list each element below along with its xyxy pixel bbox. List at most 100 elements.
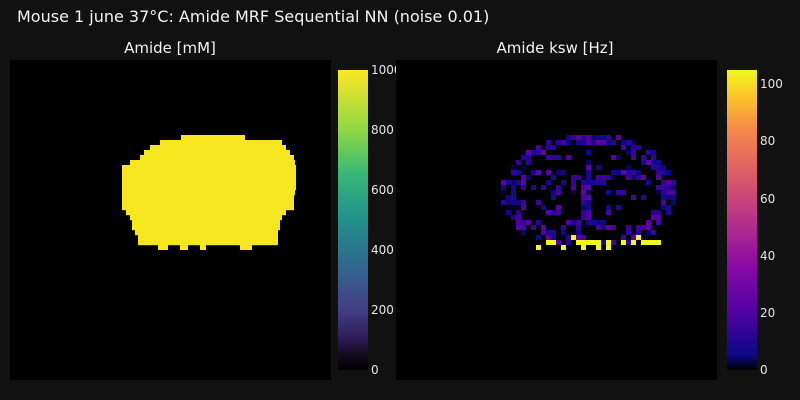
ksw-cell <box>586 175 591 180</box>
ksw-cell <box>606 210 611 215</box>
ksw-hot-cell <box>656 240 661 245</box>
ksw-cell <box>626 140 631 145</box>
ksw-cell <box>631 150 636 155</box>
ksw-cell <box>511 170 516 175</box>
amide-mask-row <box>132 220 280 226</box>
ksw-cell <box>626 170 631 175</box>
ksw-cell <box>631 140 636 145</box>
ksw-cell <box>511 215 516 220</box>
ksw-cell <box>576 220 581 225</box>
ksw-cell <box>581 135 586 140</box>
ksw-cell <box>666 185 671 190</box>
ksw-cell <box>526 160 531 165</box>
figure-title: Mouse 1 june 37°C: Amide MRF Sequential … <box>17 7 490 26</box>
ksw-cell <box>586 220 591 225</box>
ksw-cell <box>656 175 661 180</box>
ksw-cell <box>581 205 586 210</box>
ksw-cell <box>666 190 671 195</box>
amide-concentration-colorbar-tick: 200 <box>371 303 394 317</box>
ksw-cell <box>571 180 576 185</box>
ksw-cell <box>536 220 541 225</box>
ksw-cell <box>631 235 636 240</box>
ksw-cell <box>541 150 546 155</box>
ksw-cell <box>586 200 591 205</box>
ksw-cell <box>646 220 651 225</box>
ksw-cell <box>641 160 646 165</box>
ksw-cell <box>576 140 581 145</box>
ksw-cell <box>501 185 506 190</box>
ksw-cell <box>551 155 556 160</box>
ksw-cell <box>601 220 606 225</box>
ksw-cell <box>641 225 646 230</box>
ksw-cell <box>671 180 676 185</box>
ksw-cell <box>546 235 551 240</box>
ksw-cell <box>541 225 546 230</box>
ksw-cell <box>566 240 571 245</box>
ksw-cell <box>671 200 676 205</box>
ksw-cell <box>546 230 551 235</box>
ksw-cell <box>606 205 611 210</box>
ksw-cell <box>621 170 626 175</box>
ksw-cell <box>556 210 561 215</box>
ksw-cell <box>506 200 511 205</box>
ksw-cell <box>511 195 516 200</box>
ksw-cell <box>591 180 596 185</box>
ksw-cell <box>646 150 651 155</box>
ksw-cell <box>516 225 521 230</box>
ksw-cell <box>621 190 626 195</box>
ksw-cell <box>556 170 561 175</box>
ksw-cell <box>596 225 601 230</box>
ksw-hot-cell <box>651 240 656 245</box>
ksw-cell <box>641 155 646 160</box>
ksw-cell <box>566 235 571 240</box>
ksw-cell <box>591 135 596 140</box>
ksw-cell <box>626 225 631 230</box>
ksw-cell <box>531 185 536 190</box>
ksw-cell <box>651 210 656 215</box>
ksw-cell <box>601 240 606 245</box>
ksw-cell <box>546 180 551 185</box>
ksw-cell <box>561 140 566 145</box>
amide-ksw-title: Amide ksw [Hz] <box>496 39 614 57</box>
ksw-cell <box>631 195 636 200</box>
ksw-hot-cell <box>551 240 556 245</box>
ksw-cell <box>521 200 526 205</box>
ksw-hot-cell <box>561 245 566 250</box>
amide-ksw-colorbar-tick: 0 <box>760 363 768 377</box>
ksw-cell <box>626 175 631 180</box>
ksw-cell <box>591 140 596 145</box>
ksw-cell <box>586 185 591 190</box>
ksw-hot-cell <box>581 240 586 245</box>
ksw-cell <box>581 215 586 220</box>
ksw-cell <box>616 155 621 160</box>
ksw-cell <box>561 225 566 230</box>
ksw-cell <box>591 220 596 225</box>
ksw-cell <box>611 240 616 245</box>
ksw-cell <box>636 225 641 230</box>
ksw-cell <box>656 215 661 220</box>
amide-mask-row <box>138 240 278 246</box>
ksw-cell <box>671 195 676 200</box>
ksw-cell <box>626 145 631 150</box>
amide-mask-row <box>122 180 296 186</box>
ksw-cell <box>621 235 626 240</box>
ksw-cell <box>606 190 611 195</box>
ksw-cell <box>581 180 586 185</box>
amide-ksw-colorbar <box>727 70 757 370</box>
ksw-cell <box>571 220 576 225</box>
ksw-cell <box>511 190 516 195</box>
ksw-cell <box>606 175 611 180</box>
ksw-cell <box>521 155 526 160</box>
ksw-cell <box>581 210 586 215</box>
ksw-cell <box>506 180 511 185</box>
ksw-cell <box>521 185 526 190</box>
ksw-cell <box>576 175 581 180</box>
ksw-cell <box>586 210 591 215</box>
amide-concentration-title: Amide [mM] <box>124 39 216 57</box>
amide-ksw-colorbar-tick: 100 <box>760 77 783 92</box>
ksw-cell <box>556 185 561 190</box>
ksw-cell <box>516 180 521 185</box>
ksw-cell <box>611 225 616 230</box>
amide-mask-notch <box>158 245 168 250</box>
ksw-cell <box>556 190 561 195</box>
